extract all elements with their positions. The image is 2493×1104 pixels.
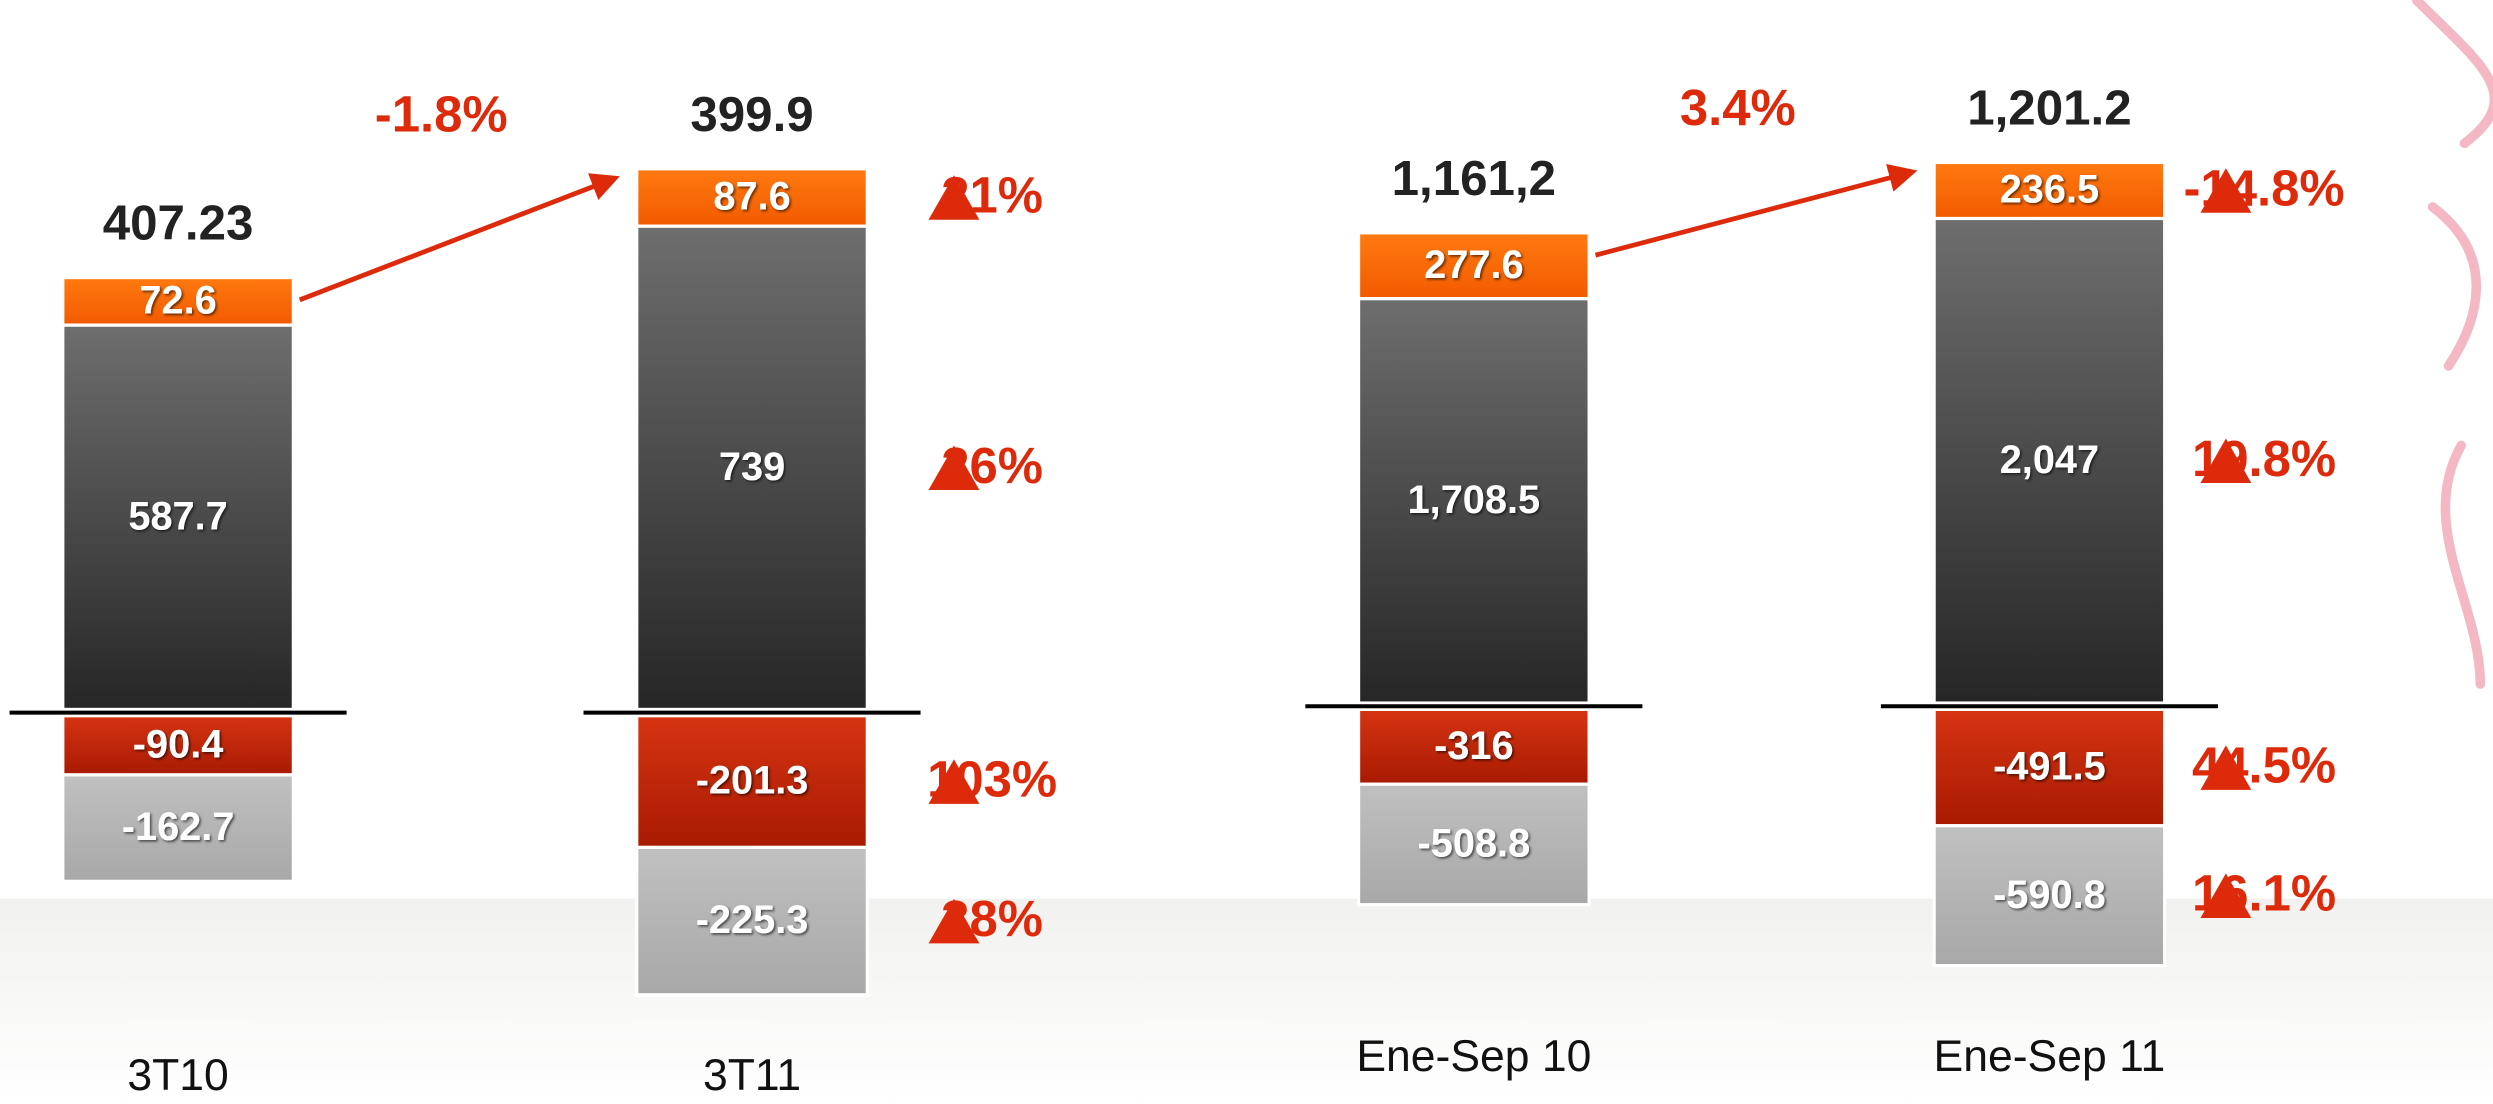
segment-label: -316: [1434, 724, 1514, 768]
growth-label: 3.4%: [1680, 79, 1796, 136]
segment-label: 1,708.5: [1408, 478, 1541, 522]
segment-label: 739: [719, 445, 785, 489]
up-triangle: [928, 445, 980, 491]
segment-label: -225.3: [696, 898, 809, 942]
segment-label: 72.6: [139, 278, 216, 322]
category-label: Ene-Sep 10: [1356, 1032, 1591, 1081]
segment-label: -201.3: [696, 759, 809, 803]
segment-label: 277.6: [1424, 243, 1523, 287]
segment-label: 87.6: [713, 175, 790, 219]
bar-segment: [1356, 707, 1591, 786]
bar-segment: [635, 845, 869, 997]
change-label: 103%: [927, 751, 1057, 808]
total-label: 399.9: [690, 87, 813, 142]
up-triangle: [928, 759, 980, 804]
category-label: 3T11: [703, 1051, 801, 1100]
up-triangle: [928, 898, 980, 944]
total-label: 1,201.2: [1967, 81, 2131, 136]
bar-segment: [1932, 824, 2167, 968]
segment-label: -90.4: [133, 722, 224, 766]
segment-label: -590.8: [1993, 873, 2106, 917]
change-label: 44.5%: [2192, 737, 2336, 794]
segment-label: 2,047: [2000, 438, 2099, 482]
segment-label: -491.5: [1993, 745, 2106, 789]
total-label: 407.23: [103, 196, 254, 251]
segment-label: -508.8: [1418, 822, 1531, 866]
up-triangle: [928, 175, 980, 220]
bar-segment: [61, 323, 295, 711]
bar-segment: [635, 224, 869, 711]
bar-segment: [1356, 782, 1591, 907]
growth-label: -1.8%: [375, 85, 508, 142]
bar-segment: [61, 714, 295, 777]
bar-segment: [1356, 296, 1591, 705]
category-label: 3T10: [127, 1051, 228, 1100]
change-label: 16.1%: [2192, 865, 2336, 922]
bar-segment: [635, 167, 869, 228]
change-label: 19.8%: [2192, 430, 2336, 487]
total-label: 1,161,2: [1392, 151, 1556, 206]
bar-segment: [61, 275, 295, 327]
change-label: 26%: [941, 437, 1043, 494]
growth-arrow: [1594, 163, 1918, 258]
bar-segment: [61, 773, 295, 883]
bar-segment: [1356, 231, 1591, 301]
growth-arrow: [298, 173, 620, 303]
segment-label: 236.5: [2000, 168, 2099, 212]
up-triangle: [2200, 438, 2252, 484]
bar-segment: [1932, 216, 2167, 705]
change-label: 38%: [941, 890, 1043, 947]
bar-segment: [1932, 707, 2167, 828]
bar-segment: [635, 714, 869, 849]
up-triangle: [2200, 873, 2252, 918]
category-label: Ene-Sep 11: [1934, 1032, 2166, 1081]
up-triangle: [2200, 745, 2252, 790]
change-label: 21%: [941, 166, 1043, 223]
segment-label: -162.7: [122, 805, 235, 849]
change-label: -14.8%: [2183, 159, 2344, 216]
up-triangle: [2200, 168, 2252, 213]
segment-label: 587.7: [128, 494, 227, 538]
decoration: [2411, 0, 2493, 689]
bar-segment: [1932, 160, 2167, 221]
